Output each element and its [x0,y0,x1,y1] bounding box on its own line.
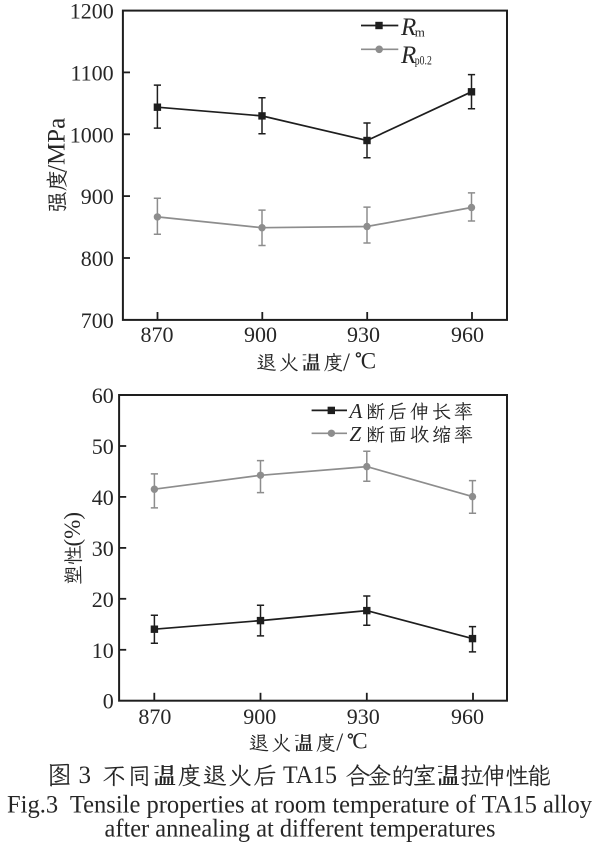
svg-text:700: 700 [81,308,114,333]
svg-text:40: 40 [92,485,114,510]
svg-text:Z: Z [350,422,362,446]
svg-text:1100: 1100 [71,60,114,85]
svg-text:870: 870 [138,704,171,729]
svg-text:A: A [348,399,363,423]
svg-text:930: 930 [347,322,380,347]
svg-text:3: 3 [79,762,92,789]
svg-text:960: 960 [451,704,484,729]
svg-text:0: 0 [103,689,114,714]
svg-text:10: 10 [92,638,114,663]
svg-text:1000: 1000 [70,122,114,147]
svg-text:960: 960 [451,322,484,347]
svg-text:(%): (%) [60,512,85,546]
svg-text:60: 60 [92,383,114,408]
svg-text:800: 800 [81,246,114,271]
svg-text:C: C [361,348,376,373]
svg-text:TA15: TA15 [283,762,337,789]
svg-text:900: 900 [243,704,276,729]
svg-text:900: 900 [244,322,277,347]
svg-text:900: 900 [81,184,114,209]
svg-text:50: 50 [92,434,114,459]
svg-text:/MPa: /MPa [44,118,71,172]
svg-text:R: R [400,42,416,69]
svg-text:1200: 1200 [70,0,114,24]
svg-text:p0.2: p0.2 [415,52,432,67]
svg-text:30: 30 [92,536,114,561]
svg-text:20: 20 [92,587,114,612]
svg-text:/: / [343,349,350,376]
svg-text:930: 930 [347,704,380,729]
svg-text:m: m [415,25,425,40]
svg-text:R: R [400,14,416,41]
svg-text:after annealing at different t: after annealing at different temperature… [105,816,496,843]
svg-text:C: C [352,729,367,754]
svg-text:/: / [336,729,343,756]
svg-text:870: 870 [141,322,174,347]
svg-text:Fig.3 Tensile properties at r: Fig.3 Tensile properties at room tempera… [7,792,592,819]
